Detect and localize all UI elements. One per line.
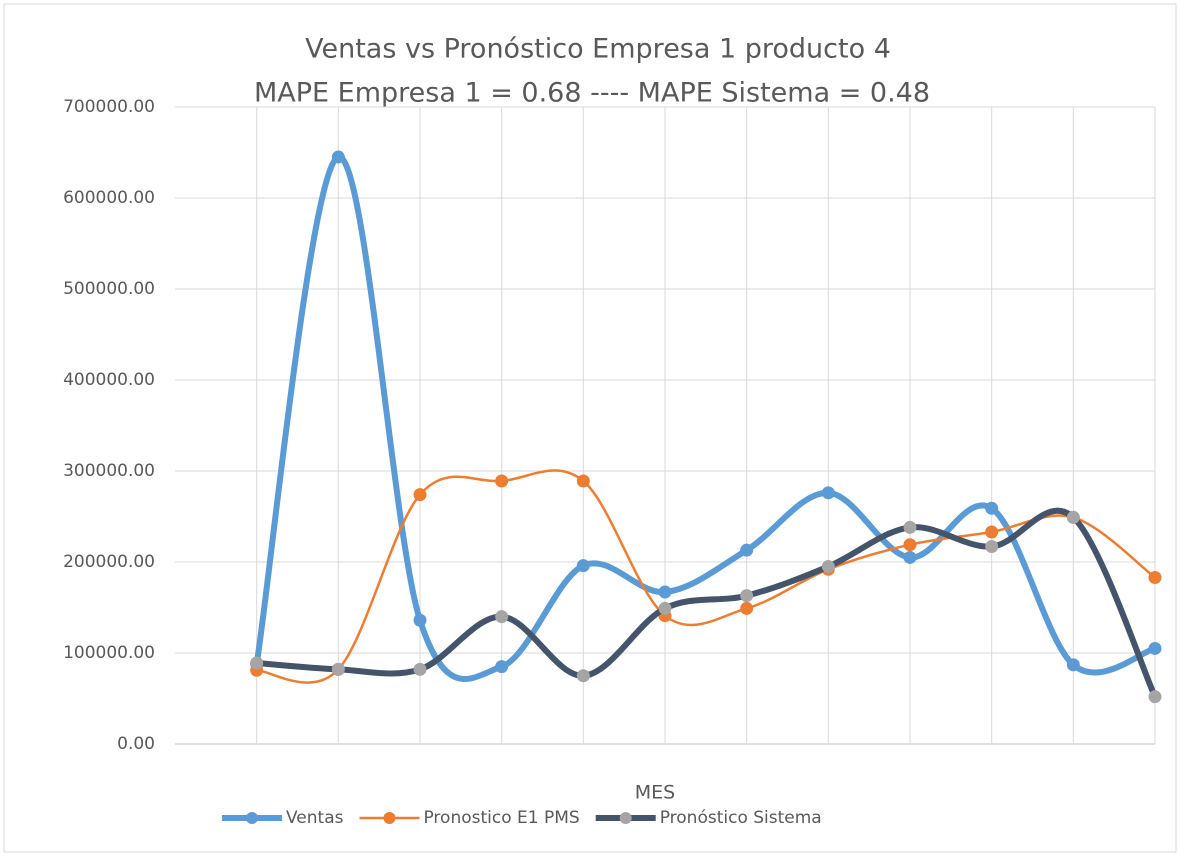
- legend-label: Pronostico E1 PMS: [423, 808, 579, 828]
- y-tick-label: 0.00: [117, 734, 155, 754]
- point: [903, 550, 917, 564]
- point: [413, 662, 427, 676]
- point: [495, 474, 509, 488]
- point: [985, 525, 999, 539]
- point: [821, 560, 835, 574]
- point: [903, 538, 917, 552]
- point: [658, 585, 672, 599]
- point: [250, 656, 264, 670]
- point: [413, 613, 427, 627]
- legend-label: Pronóstico Sistema: [660, 808, 822, 828]
- point: [1148, 641, 1162, 655]
- y-tick-label: 400000.00: [63, 370, 155, 390]
- point: [903, 520, 917, 534]
- point: [576, 474, 590, 488]
- chart-title: Ventas vs Pronóstico Empresa 1 producto …: [305, 34, 891, 65]
- point: [1148, 570, 1162, 584]
- point: [985, 501, 999, 515]
- point: [740, 543, 754, 557]
- point: [1066, 658, 1080, 672]
- legend-label: Ventas: [286, 808, 344, 828]
- x-axis-label: MES: [635, 782, 675, 804]
- point: [576, 559, 590, 573]
- point: [658, 601, 672, 615]
- point: [1148, 690, 1162, 704]
- y-tick-label: 300000.00: [63, 461, 155, 481]
- y-tick-label: 700000.00: [63, 97, 155, 117]
- point: [985, 540, 999, 554]
- y-tick-label: 600000.00: [63, 188, 155, 208]
- chart-subtitle: MAPE Empresa 1 = 0.68 ---- MAPE Sistema …: [254, 78, 930, 109]
- legend-marker: [246, 812, 258, 824]
- y-tick-label: 200000.00: [63, 552, 155, 572]
- point: [495, 660, 509, 674]
- point: [740, 601, 754, 615]
- point: [331, 662, 345, 676]
- point: [821, 486, 835, 500]
- point: [576, 669, 590, 683]
- point: [331, 150, 345, 164]
- chart-border: [3, 3, 1177, 853]
- y-tick-label: 500000.00: [63, 279, 155, 299]
- y-tick-label: 100000.00: [63, 643, 155, 663]
- point: [413, 488, 427, 502]
- legend-marker: [619, 812, 632, 824]
- point: [495, 610, 509, 624]
- legend-marker: [383, 812, 396, 824]
- point: [1066, 510, 1080, 524]
- point: [740, 589, 754, 603]
